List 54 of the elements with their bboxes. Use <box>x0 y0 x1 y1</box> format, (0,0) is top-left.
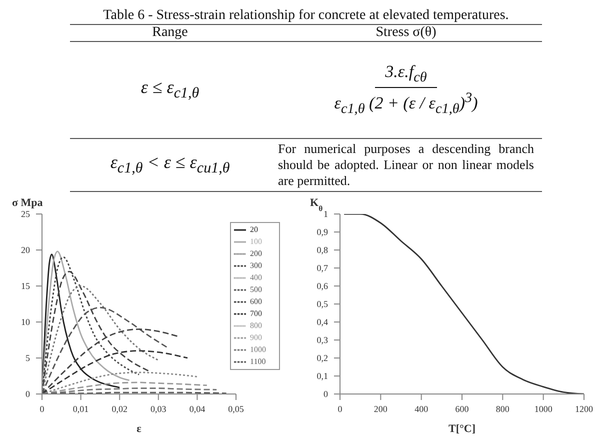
x-tick-label: 400 <box>414 404 429 414</box>
x-tick-label: 200 <box>374 404 388 414</box>
x-axis-title: ε <box>136 423 142 435</box>
y-tick-label: 0,4 <box>316 317 328 327</box>
y-tick-label: 0,6 <box>316 281 328 291</box>
text: Range <box>151 25 189 41</box>
x-tick-label: 0,01 <box>72 404 89 414</box>
x-tick-label: 600 <box>455 404 470 414</box>
legend-label: 500 <box>250 284 262 294</box>
text: 3.ε.f$_{cθ}$ <box>375 62 437 88</box>
y-axis-title: K$_{θ}$ <box>310 197 323 212</box>
text: Stress σ(θ) <box>374 25 438 41</box>
legend-label: 200 <box>250 248 262 258</box>
y-tick-label: 15 <box>21 281 30 291</box>
y-tick-label: 0,7 <box>316 263 328 273</box>
legend-label: 300 <box>250 260 262 270</box>
legend-label: 800 <box>250 320 262 330</box>
legend-label: 100 <box>250 236 262 246</box>
x-tick-label: 0,04 <box>189 404 206 414</box>
y-tick-label: 1 <box>324 209 328 219</box>
y-tick-label: 20 <box>21 245 30 255</box>
y-tick-label: 0,9 <box>316 227 328 237</box>
y-tick-label: 0,3 <box>316 335 328 345</box>
x-axis-title: T[°C] <box>448 423 476 435</box>
y-tick-label: 0,8 <box>316 245 328 255</box>
x-tick-label: 0,05 <box>228 404 244 414</box>
text: Table 6 - Stress-strain relationship for concrete at elevated temperatures. <box>102 8 510 24</box>
y-tick-label: 0 <box>324 389 328 399</box>
x-tick-label: 1200 <box>575 404 594 414</box>
y-tick-label: 25 <box>21 209 30 219</box>
text: ε$_{c1,θ}$ < ε ≤ ε$_{cu1,θ}$ <box>109 152 231 178</box>
legend-label: 600 <box>250 296 262 306</box>
y-axis-title: σ Mpa <box>12 197 44 209</box>
legend-label: 400 <box>250 272 262 282</box>
x-tick-label: 800 <box>496 404 510 414</box>
text: ε ≤ ε$_{c1,θ}$ <box>140 77 200 103</box>
text: For numerical purposes a descending branch should be adopted. Linear or non linear models are permitted. <box>277 140 535 190</box>
x-tick-label: 0,03 <box>150 404 167 414</box>
y-tick-label: 10 <box>21 317 30 327</box>
y-tick-label: 0,5 <box>316 299 328 309</box>
text: ε$_{c1,θ}$ (2 + (ε / ε$_{c1,θ}$)$^{3}$) <box>333 90 479 118</box>
x-tick-label: 0 <box>338 404 343 414</box>
legend-label: 900 <box>250 332 262 342</box>
legend-label: 1100 <box>250 356 266 366</box>
y-tick-label: 0 <box>26 389 30 399</box>
y-tick-label: 5 <box>26 353 30 363</box>
y-tick-label: 0,2 <box>316 353 328 363</box>
x-tick-label: 0,02 <box>112 404 128 414</box>
legend-label: 700 <box>250 308 262 318</box>
x-tick-label: 0 <box>40 404 45 414</box>
legend-label: 20 <box>250 224 258 234</box>
y-tick-label: 0,1 <box>316 371 328 381</box>
x-tick-label: 1000 <box>534 404 553 414</box>
legend-label: 1000 <box>250 344 266 354</box>
